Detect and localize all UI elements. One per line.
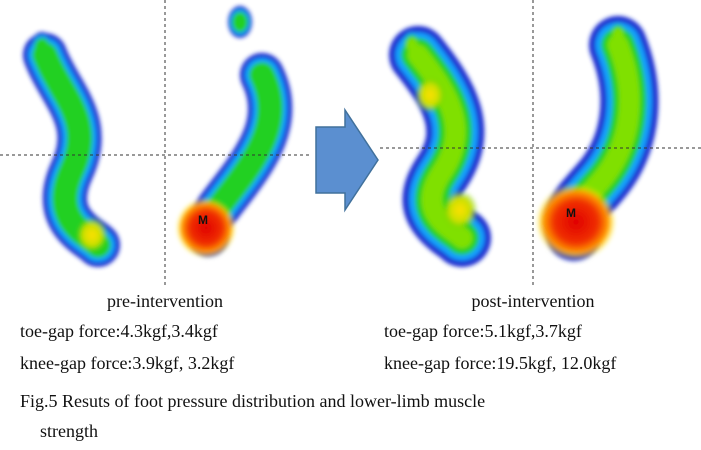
pressure-shape <box>406 38 417 52</box>
pressure-shape <box>415 77 445 113</box>
arrow <box>316 110 378 210</box>
caption: Fig.5 Resuts of foot pressure distributi… <box>20 391 485 412</box>
panel-label: pre-intervention <box>107 291 223 312</box>
pressure-shape <box>232 12 248 32</box>
pressure-shape <box>176 198 236 258</box>
pressure-shape <box>34 38 50 58</box>
caption: strength <box>40 421 98 442</box>
panel-label: post-intervention <box>472 291 595 312</box>
measure-line: toe-gap force:5.1kgf,3.7kgf <box>384 321 582 342</box>
pressure-shape <box>76 217 108 253</box>
marker: M <box>198 213 208 227</box>
measure-line: toe-gap force:4.3kgf,3.4kgf <box>20 321 218 342</box>
pressure-shape <box>536 184 616 260</box>
measure-line: knee-gap force:19.5kgf, 12.0kgf <box>384 353 616 374</box>
pressure-shape <box>442 190 478 230</box>
measure-line: knee-gap force:3.9kgf, 3.2kgf <box>20 353 234 374</box>
figure-images: M M <box>0 0 701 290</box>
pressure-shape <box>612 28 623 42</box>
page: M M pre-intervention toe-gap force:4.3kg… <box>0 0 701 450</box>
marker: M <box>566 206 576 220</box>
